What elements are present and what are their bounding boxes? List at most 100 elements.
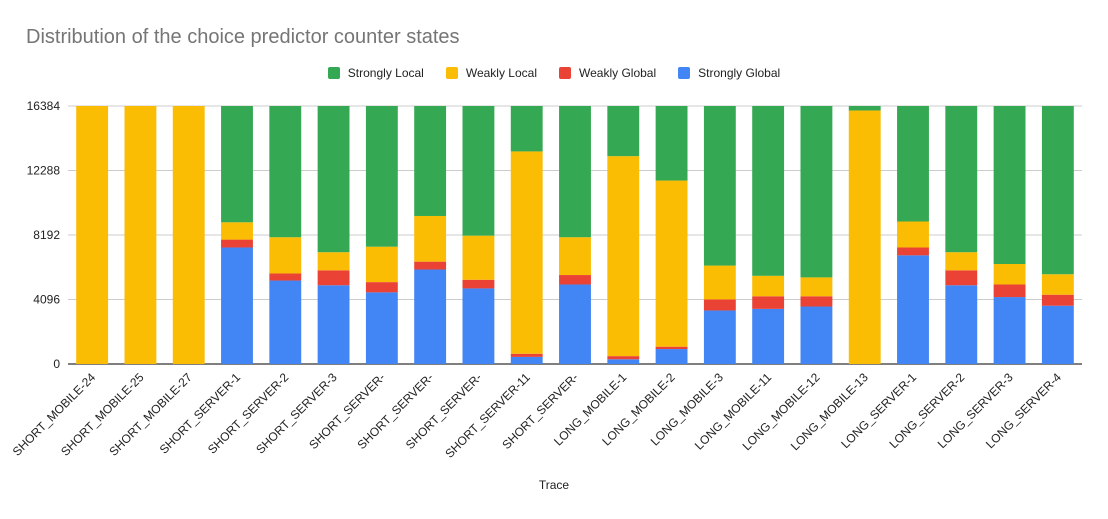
bar-segment-weakly-global — [317, 270, 350, 286]
bar-segment-strongly-local — [655, 106, 688, 181]
y-tick-label: 0 — [53, 357, 60, 371]
bar-segment-strongly-global — [607, 359, 640, 364]
bar-segment-weakly-local — [414, 215, 447, 262]
bar-segment-weakly-global — [269, 273, 302, 281]
bar-segment-strongly-local — [703, 106, 736, 266]
bar-segment-weakly-local — [221, 222, 253, 240]
bar-segment-weakly-global — [1041, 294, 1074, 306]
bar-segment-weakly-local — [559, 237, 591, 276]
bar-segment-weakly-local — [365, 246, 398, 283]
bar-segment-strongly-global — [365, 292, 398, 364]
legend-item-weakly-global[interactable]: Weakly Global — [559, 66, 656, 80]
bar-segment-weakly-local — [1041, 274, 1074, 295]
bar-segment-strongly-global — [897, 255, 929, 364]
bar-segment-weakly-local — [752, 275, 785, 297]
legend-label-strongly-local: Strongly Local — [347, 66, 424, 80]
bar-segment-strongly-local — [800, 106, 833, 278]
bar-segment-strongly-global — [462, 288, 495, 364]
bar-segment-weakly-local — [945, 252, 978, 271]
legend-item-weakly-local[interactable]: Weakly Local — [445, 66, 537, 80]
bar-segment-weakly-global — [655, 346, 688, 350]
bar-segment-weakly-local — [800, 277, 833, 297]
bar-segment-strongly-local — [269, 106, 302, 238]
chart-title: Distribution of the choice predictor cou… — [26, 26, 460, 48]
x-tick-label: SHORT_MOBILE-27 — [106, 370, 195, 459]
bar-segment-weakly-local — [462, 235, 495, 280]
x-tick-label: SHORT_SERVER-11 — [442, 370, 533, 461]
bar-segment-strongly-global — [559, 284, 591, 364]
x-axis-label: Trace — [538, 478, 570, 492]
x-tick-label: SHORT_MOBILE-24 — [10, 370, 99, 459]
bar-segment-weakly-local — [76, 106, 109, 364]
bar-segment-weakly-global — [365, 282, 398, 293]
bar-segment-weakly-global — [993, 284, 1026, 298]
y-tick-label: 12288 — [27, 164, 61, 178]
bar-segment-strongly-local — [317, 106, 350, 253]
bar-segment-strongly-global — [414, 269, 447, 364]
bar-segment-weakly-local — [607, 156, 640, 357]
bar-segment-weakly-global — [559, 275, 591, 285]
bar-segment-strongly-global — [510, 356, 543, 364]
bar-segment-weakly-local — [172, 106, 205, 364]
bar-segment-strongly-local — [993, 106, 1026, 265]
bar-segment-strongly-global — [1041, 305, 1074, 364]
legend-swatch-weakly-global — [559, 67, 571, 79]
legend-swatch-strongly-global — [678, 67, 691, 79]
legend-label-strongly-global: Strongly Global — [698, 66, 781, 80]
bar-segment-strongly-local — [365, 106, 398, 247]
bar-segment-strongly-local — [945, 106, 978, 253]
bar-segment-strongly-global — [269, 280, 302, 364]
bar-segment-strongly-local — [1041, 106, 1074, 275]
bar-segment-strongly-local — [510, 106, 543, 152]
bar-segment-weakly-global — [800, 296, 833, 307]
bar-segment-strongly-local — [414, 106, 447, 216]
bar-segment-weakly-local — [269, 237, 302, 274]
legend-swatch-weakly-local — [445, 67, 458, 79]
x-tick-label: SHORT_SERVER-2 — [205, 370, 292, 457]
bar-segment-strongly-local — [752, 106, 785, 276]
bar-segment-weakly-local — [848, 110, 881, 364]
bar-segment-weakly-local — [655, 180, 688, 347]
x-tick-label: SHORT_MOBILE-25 — [58, 370, 147, 459]
bar-segment-weakly-global — [414, 261, 447, 270]
bar-segment-strongly-global — [945, 285, 978, 364]
bar-segment-strongly-global — [317, 285, 350, 364]
legend-swatch-strongly-local — [327, 67, 340, 79]
bar-segment-weakly-local — [703, 265, 736, 300]
y-tick-label: 4096 — [33, 293, 60, 307]
bar-segment-strongly-global — [655, 349, 688, 364]
bar-segment-strongly-global — [993, 297, 1026, 364]
y-tick-label: 8192 — [33, 228, 60, 242]
bar-segment-weakly-local — [124, 106, 157, 364]
bar-segment-weakly-local — [317, 252, 350, 271]
bar-segment-strongly-local — [607, 106, 640, 157]
bar-segment-weakly-local — [510, 151, 543, 354]
legend: Strongly Local Weakly Local Weakly Globa… — [0, 66, 1108, 80]
bar-segment-strongly-global — [800, 306, 833, 364]
legend-item-strongly-local[interactable]: Strongly Local — [327, 66, 424, 80]
bar-segment-weakly-global — [752, 296, 785, 309]
bar-segment-weakly-global — [897, 247, 929, 256]
bar-segment-weakly-global — [703, 299, 736, 311]
bar-segment-strongly-global — [221, 247, 253, 364]
legend-item-strongly-global[interactable]: Strongly Global — [678, 66, 780, 80]
bar-segment-strongly-local — [462, 106, 495, 236]
bar-segment-weakly-global — [221, 239, 253, 248]
legend-label-weakly-global: Weakly Global — [579, 66, 657, 80]
bar-segment-strongly-local — [848, 106, 881, 111]
bar-segment-strongly-global — [752, 308, 785, 364]
bar-segment-weakly-local — [993, 264, 1026, 285]
x-tick-label: SHORT_SERVER-1 — [157, 370, 244, 457]
bar-segment-weakly-global — [510, 353, 543, 357]
bar-segment-weakly-global — [462, 279, 495, 289]
legend-label-weakly-local: Weakly Local — [465, 66, 537, 80]
bar-segment-strongly-local — [559, 106, 591, 238]
bar-segment-strongly-global — [703, 310, 736, 364]
bar-segment-strongly-local — [897, 106, 929, 222]
x-tick-label: SHORT_SERVER-3 — [253, 370, 340, 457]
bar-segment-weakly-local — [897, 221, 929, 248]
bar-segment-strongly-local — [221, 106, 253, 223]
y-tick-label: 16384 — [27, 99, 61, 113]
bar-segment-weakly-global — [607, 356, 640, 360]
